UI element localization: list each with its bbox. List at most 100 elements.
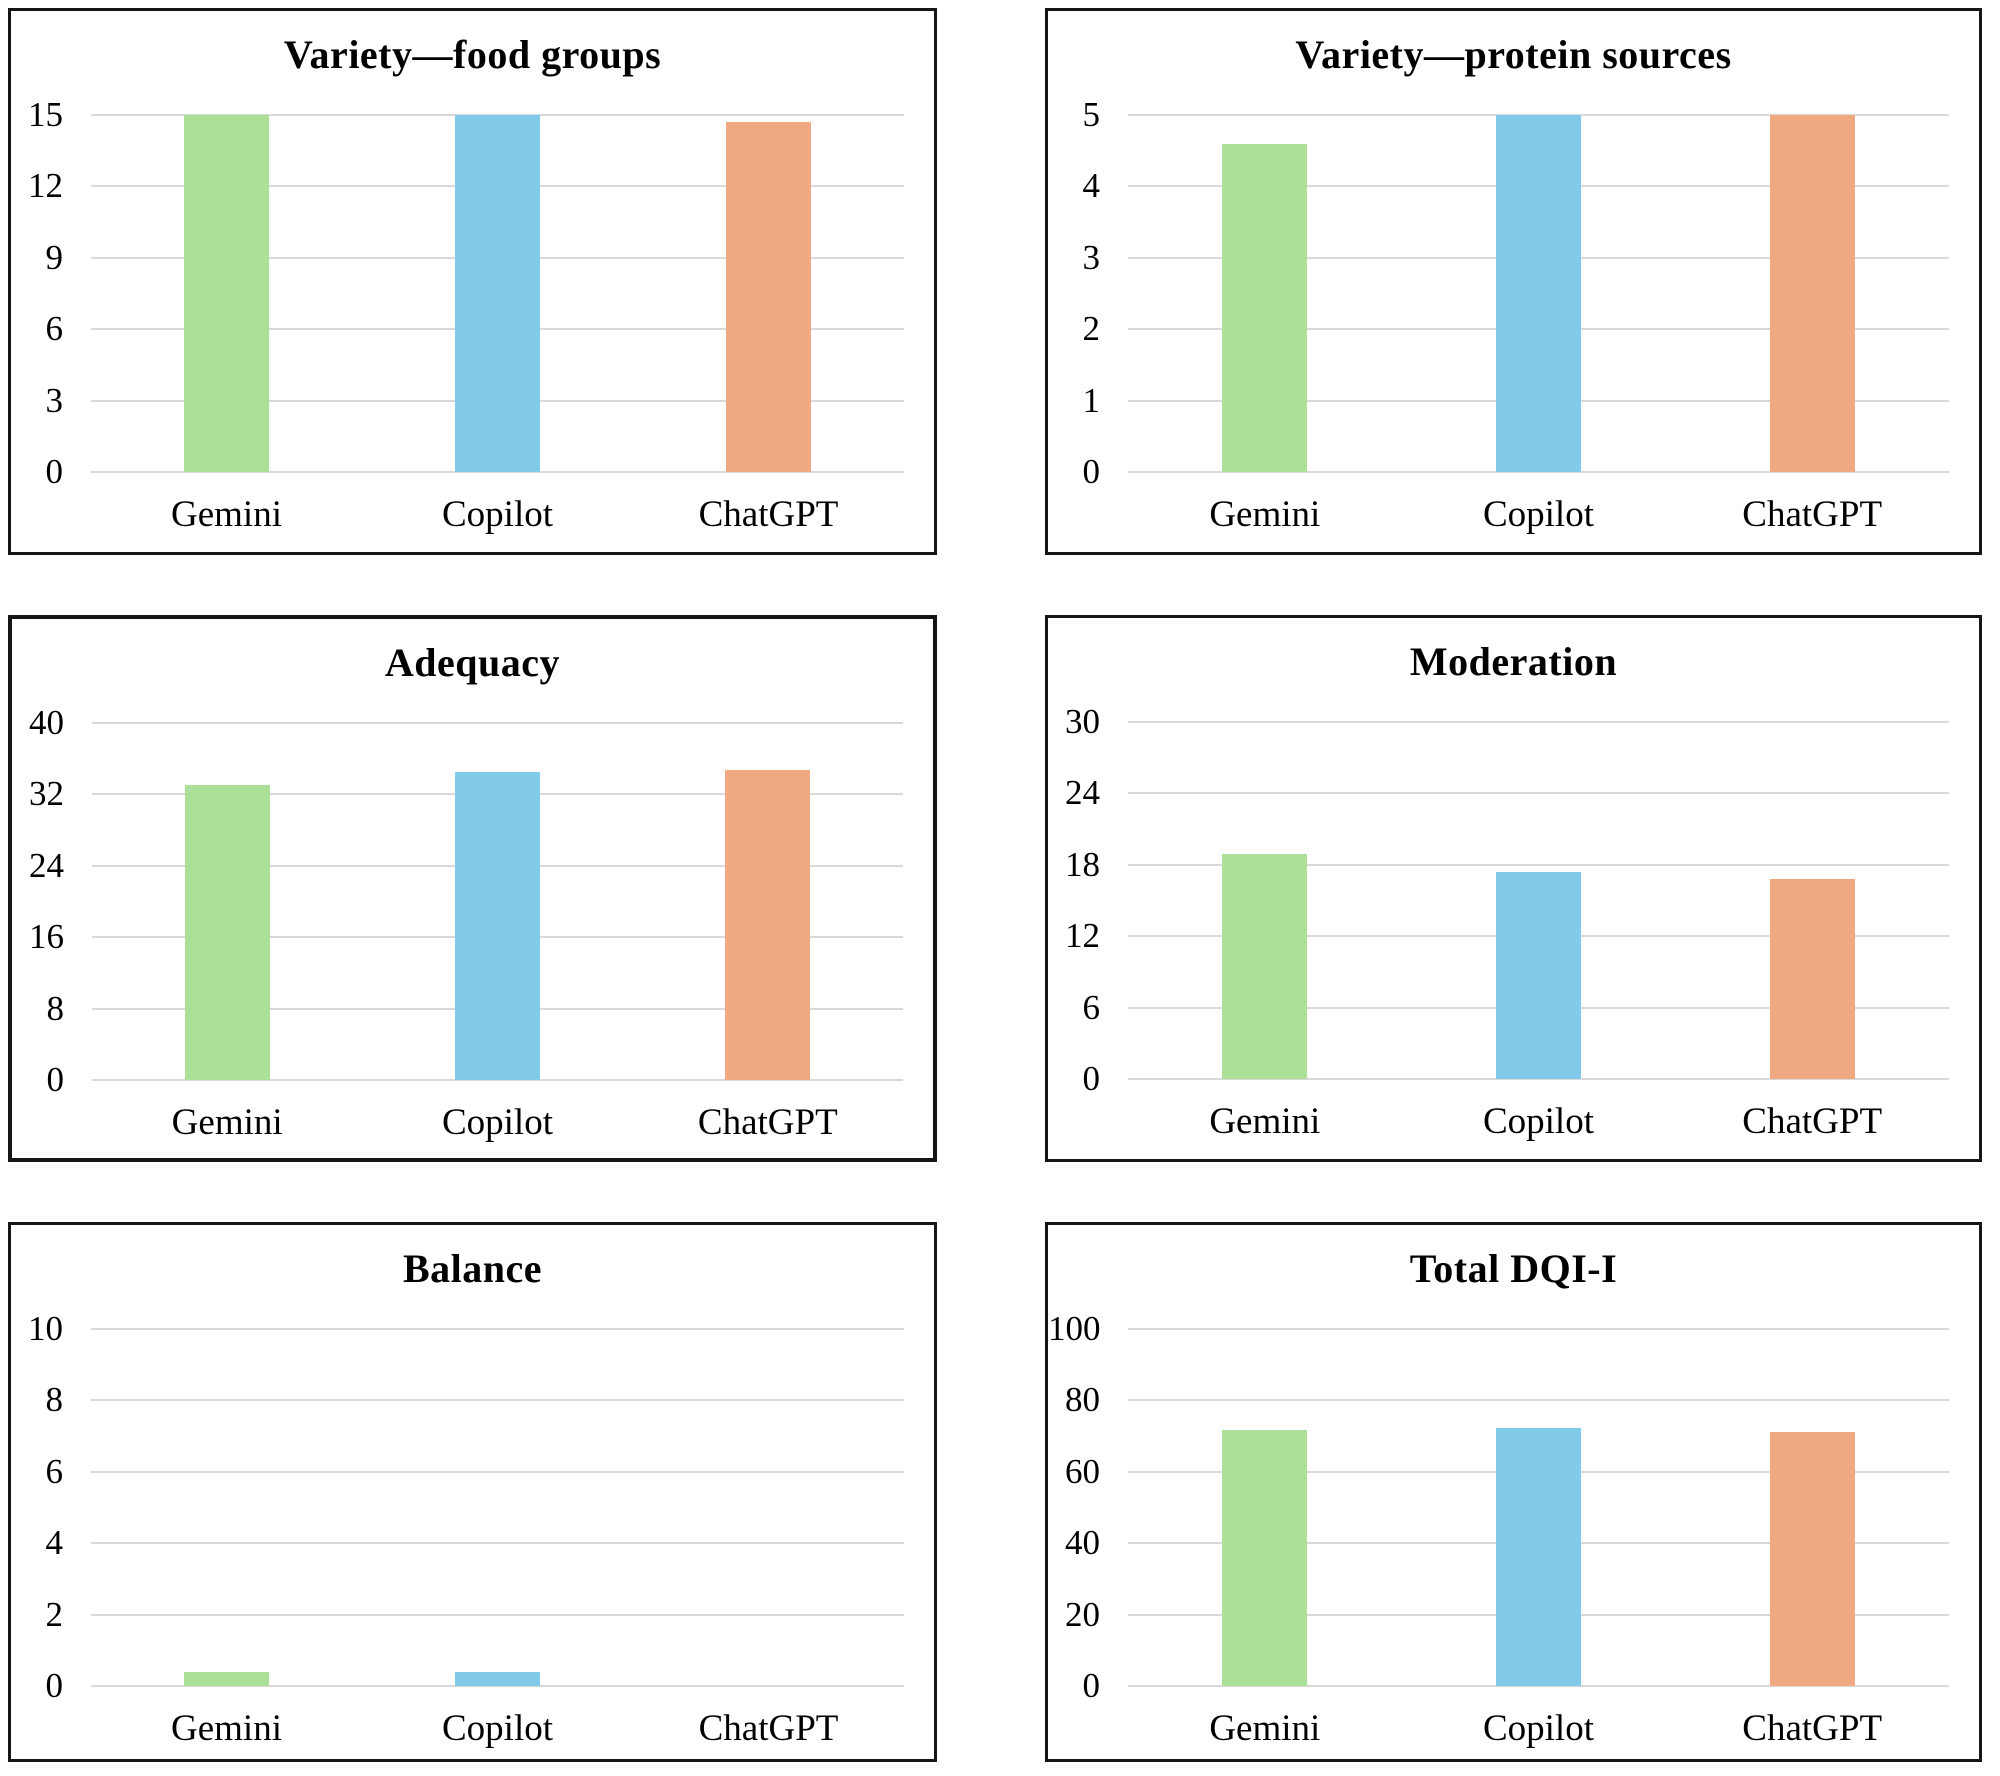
x-category-label-gemini: Gemini xyxy=(1209,494,1321,535)
y-tick-label: 3 xyxy=(1082,237,1101,277)
chart-panel-total-dqi-i: Total DQI-I 0 20 40 60 80 100 Gemini Copilot Cha… xyxy=(1045,1222,1982,1762)
x-category-label-gemini: Gemini xyxy=(171,1708,282,1749)
plot-area: 0 1 2 3 4 5 Gemini Copilot ChatGPT xyxy=(1048,11,1979,552)
x-category-label-chatgpt: ChatGPT xyxy=(1742,1708,1883,1749)
gridline-y-0 xyxy=(91,1685,904,1687)
chart-title: Total DQI-I xyxy=(1409,1246,1618,1291)
bar-copilot xyxy=(1496,1427,1581,1686)
bar-gemini xyxy=(184,784,270,1080)
x-category-label-copilot: Copilot xyxy=(441,1102,553,1143)
y-tick-label: 0 xyxy=(1082,1059,1101,1098)
plot-area: 0 2 4 6 8 10 Gemini Copilot ChatGPT xyxy=(11,1225,934,1759)
chart-panel-moderation: Moderation 0 6 12 18 24 30 Gemini Copilot ChatGP… xyxy=(1045,615,1982,1162)
x-category-label-chatgpt: ChatGPT xyxy=(698,1708,839,1749)
bar-chatgpt xyxy=(1769,1432,1855,1686)
y-tick-label: 20 xyxy=(1065,1594,1100,1634)
gridline-y-0 xyxy=(92,1079,903,1081)
gridline-y-2 xyxy=(91,1613,904,1616)
y-tick-label: 30 xyxy=(1065,702,1100,741)
chart-title: Variety—protein sources xyxy=(1295,32,1732,77)
y-tick-label: 18 xyxy=(1065,844,1100,884)
x-category-label-gemini: Gemini xyxy=(1209,1101,1321,1142)
bar-chatgpt xyxy=(725,770,811,1080)
y-tick-label: 0 xyxy=(45,1666,64,1705)
bar-chatgpt xyxy=(1769,115,1855,472)
x-category-label-chatgpt: ChatGPT xyxy=(1742,494,1883,535)
x-category-label-copilot: Copilot xyxy=(441,1708,554,1749)
y-tick-label: 1 xyxy=(1082,380,1101,420)
y-tick-label: 3 xyxy=(45,380,64,420)
x-category-label-copilot: Copilot xyxy=(441,494,554,535)
x-category-label-gemini: Gemini xyxy=(171,1102,283,1143)
bar-copilot xyxy=(455,772,540,1080)
gridline-y-18 xyxy=(1128,863,1949,866)
y-tick-label: 9 xyxy=(45,237,64,277)
gridline-y-0 xyxy=(1128,471,1949,473)
y-tick-label: 4 xyxy=(45,1523,64,1563)
y-tick-label: 12 xyxy=(1065,916,1100,956)
bar-gemini xyxy=(1222,1430,1308,1686)
y-tick-label: 2 xyxy=(45,1594,64,1634)
y-tick-label: 4 xyxy=(1082,166,1101,206)
y-tick-label: 0 xyxy=(1082,452,1101,491)
gridline-y-10 xyxy=(91,1328,904,1330)
y-tick-label: 6 xyxy=(1082,987,1101,1027)
plot-area: 0 8 16 24 32 40 Gemini Copilot ChatGPT xyxy=(12,619,933,1158)
gridline-y-40 xyxy=(92,722,903,724)
y-tick-label: 2 xyxy=(1082,309,1101,349)
bar-copilot xyxy=(455,1671,540,1686)
gridline-y-0 xyxy=(1128,1078,1949,1080)
x-category-label-gemini: Gemini xyxy=(171,494,282,535)
y-tick-label: 60 xyxy=(1065,1451,1100,1491)
y-tick-label: 8 xyxy=(46,988,65,1028)
bar-chatgpt xyxy=(726,122,811,472)
gridline-y-0 xyxy=(1128,1685,1949,1687)
x-category-label-copilot: Copilot xyxy=(1482,1101,1594,1142)
gridline-y-8 xyxy=(91,1399,904,1402)
plot-area: 0 6 12 18 24 30 Gemini Copilot ChatGPT xyxy=(1048,618,1979,1159)
y-tick-label: 0 xyxy=(45,452,64,491)
gridline-y-80 xyxy=(1128,1399,1949,1402)
y-tick-label: 0 xyxy=(1082,1666,1101,1705)
x-category-label-gemini: Gemini xyxy=(1209,1708,1321,1749)
plot-area: 0 20 40 60 80 100 Gemini Copilot ChatGPT xyxy=(1048,1225,1979,1759)
y-tick-label: 15 xyxy=(28,95,63,134)
gridline-y-6 xyxy=(91,1470,904,1473)
bar-copilot xyxy=(1496,115,1581,472)
x-category-label-chatgpt: ChatGPT xyxy=(697,1102,838,1143)
y-tick-label: 16 xyxy=(29,917,64,957)
bar-gemini xyxy=(1222,143,1308,472)
y-tick-label: 100 xyxy=(1048,1309,1101,1348)
chart-panel-adequacy: Adequacy 0 8 16 24 32 40 Gemini Copilot ChatGPT xyxy=(8,615,937,1162)
y-tick-label: 6 xyxy=(45,309,64,349)
bar-gemini xyxy=(184,1671,269,1686)
gridline-y-4 xyxy=(91,1542,904,1545)
gridline-y-100 xyxy=(1128,1328,1949,1330)
y-tick-label: 6 xyxy=(45,1451,64,1491)
chart-title: Balance xyxy=(402,1246,543,1291)
plot-area: 0 3 6 9 12 15 Gemini Copilot ChatGPT xyxy=(11,11,934,552)
y-tick-label: 40 xyxy=(29,703,64,742)
y-tick-label: 12 xyxy=(28,166,63,206)
bar-gemini xyxy=(184,115,269,472)
y-tick-label: 40 xyxy=(1065,1523,1100,1563)
y-tick-label: 8 xyxy=(45,1380,64,1420)
chart-panel-variety-food-groups: Variety—food groups 0 3 6 9 12 15 Gemini Copilo… xyxy=(8,8,937,555)
x-category-label-copilot: Copilot xyxy=(1482,1708,1594,1749)
x-category-label-copilot: Copilot xyxy=(1482,494,1594,535)
bar-copilot xyxy=(1496,871,1581,1079)
gridline-y-30 xyxy=(1128,721,1949,723)
y-tick-label: 24 xyxy=(1065,773,1100,813)
chart-title: Variety—food groups xyxy=(283,32,662,77)
chart-panel-variety-protein-sources: Variety—protein sources 0 1 2 3 4 5 Gemini Copi… xyxy=(1045,8,1982,555)
y-tick-label: 5 xyxy=(1082,95,1101,134)
x-category-label-chatgpt: ChatGPT xyxy=(1742,1101,1883,1142)
bar-copilot xyxy=(455,115,540,472)
x-category-label-chatgpt: ChatGPT xyxy=(698,494,839,535)
gridline-y-0 xyxy=(91,471,904,473)
chart-panel-balance: Balance 0 2 4 6 8 10 Gemini Copilot ChatGPT xyxy=(8,1222,937,1762)
y-tick-label: 24 xyxy=(29,845,64,885)
chart-title: Adequacy xyxy=(384,640,561,685)
y-tick-label: 10 xyxy=(28,1309,63,1348)
